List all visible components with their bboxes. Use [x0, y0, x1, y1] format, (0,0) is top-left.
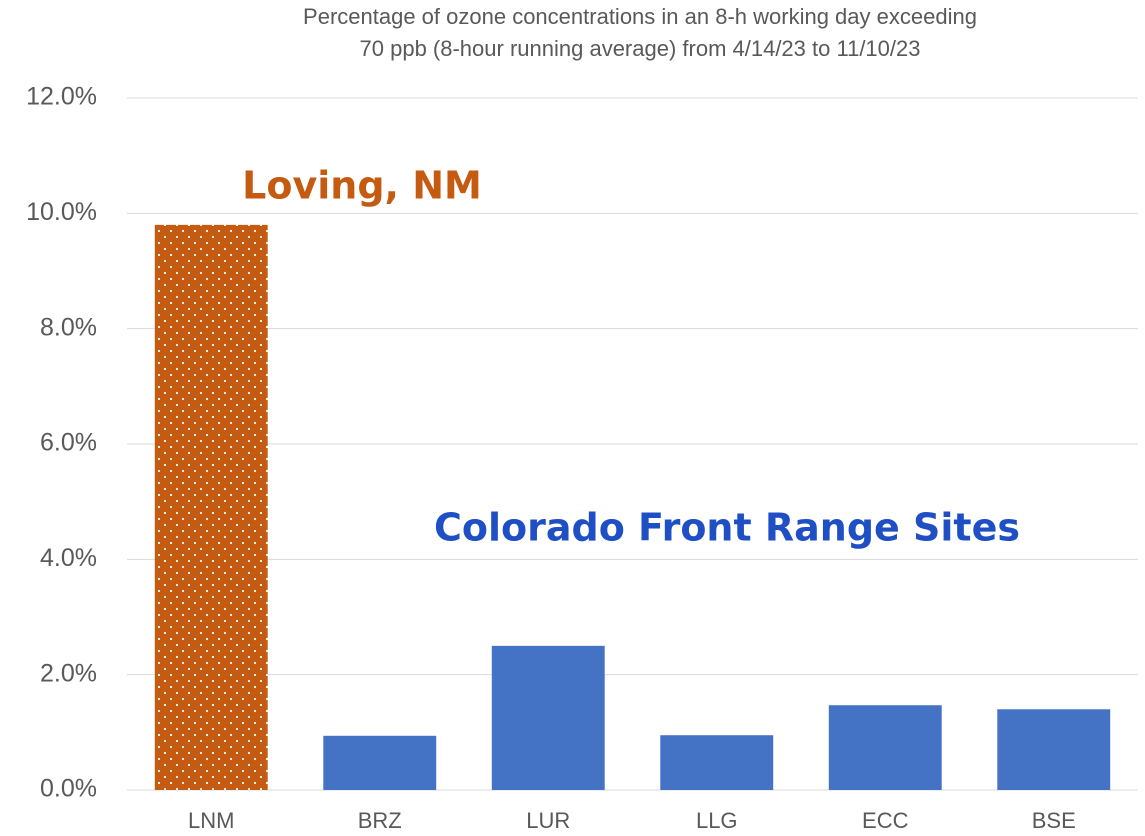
- chart-title: 70 ppb (8-hour running average) from 4/1…: [360, 36, 921, 61]
- y-tick-label: 2.0%: [40, 659, 97, 687]
- bar: [660, 735, 774, 790]
- bar: [828, 705, 942, 790]
- x-tick-label: BRZ: [358, 808, 402, 833]
- x-tick-label: LUR: [526, 808, 570, 833]
- bar: [323, 735, 437, 790]
- y-tick-label: 8.0%: [40, 313, 97, 341]
- y-tick-label: 10.0%: [26, 198, 97, 226]
- bar: [997, 709, 1111, 790]
- y-tick-label: 0.0%: [40, 775, 97, 803]
- x-tick-label: ECC: [862, 808, 909, 833]
- chart-title: Percentage of ozone concentrations in an…: [303, 4, 977, 29]
- bar: [491, 645, 605, 790]
- x-tick-label: LLG: [696, 808, 738, 833]
- bar: [154, 224, 268, 790]
- y-tick-label: 12.0%: [26, 83, 97, 111]
- x-tick-label: BSE: [1032, 808, 1076, 833]
- annotation: Colorado Front Range Sites: [434, 506, 1020, 550]
- y-tick-label: 4.0%: [40, 544, 97, 572]
- y-tick-label: 6.0%: [40, 429, 97, 457]
- x-tick-label: LNM: [188, 808, 234, 833]
- annotation: Loving, NM: [242, 164, 482, 208]
